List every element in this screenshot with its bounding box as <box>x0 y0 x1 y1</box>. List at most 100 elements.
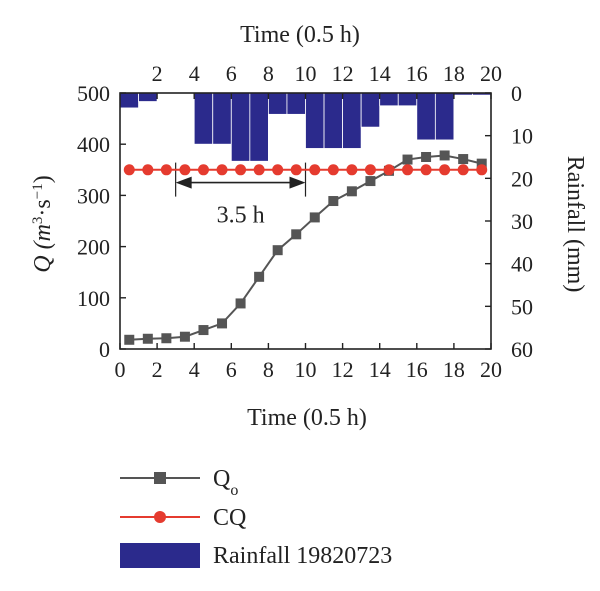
right-axis-label: Rainfall (mm) <box>562 156 588 293</box>
y-right-tick-label: 50 <box>511 294 533 319</box>
x-tick-label-top: 20 <box>480 61 502 86</box>
series-point-cq <box>142 164 154 176</box>
series-lines <box>123 150 488 345</box>
x-tick-label-top: 6 <box>226 61 237 86</box>
x-tick-label-top: 18 <box>443 61 465 86</box>
series-point-cq <box>476 164 488 176</box>
svg-text:Rainfall 19820723: Rainfall 19820723 <box>213 543 392 569</box>
series-point-cq <box>420 164 432 176</box>
x-tick-label-bottom: 14 <box>369 357 391 382</box>
y-left-tick-label: 0 <box>99 337 110 362</box>
axis-ticks: 0 2 4 6 8 10 12 14 16 18 202 4 6 8 10 12 14 16 18 200100200… <box>77 61 533 382</box>
rainfall-bar <box>119 92 139 109</box>
series-point-qo <box>328 196 339 207</box>
x-tick-label-bottom: 12 <box>332 357 354 382</box>
x-tick-label-bottom: 6 <box>226 357 237 382</box>
series-point-cq <box>197 164 209 176</box>
x-tick-label-top: 10 <box>295 61 317 86</box>
y-right-tick-label: 20 <box>511 166 533 191</box>
series-point-cq <box>327 164 339 176</box>
annotation-arrowhead-left <box>175 176 192 189</box>
rainfall-bar <box>286 92 306 115</box>
series-point-qo <box>402 154 413 165</box>
x-tick-label-bottom: 8 <box>263 357 274 382</box>
rainfall-bars <box>119 92 492 162</box>
series-point-cq <box>383 164 395 176</box>
rainfall-bar <box>212 92 232 145</box>
series-point-cq <box>272 164 284 176</box>
x-tick-label-top: 12 <box>332 61 354 86</box>
x-tick-label-bottom: 20 <box>480 357 502 382</box>
svg-text:Qo: Qo <box>213 466 238 499</box>
y-right-tick-label: 40 <box>511 252 533 277</box>
series-point-qo <box>346 186 357 197</box>
series-point-cq <box>402 164 414 176</box>
series-point-cq <box>123 164 135 176</box>
series-point-cq <box>179 164 191 176</box>
y-left-tick-label: 100 <box>77 286 110 311</box>
rainfall-bar <box>230 92 251 162</box>
series-point-qo <box>254 271 265 282</box>
rainfall-bar <box>397 92 418 107</box>
series-point-qo <box>458 154 469 165</box>
x-tick-label-bottom: 4 <box>189 357 200 382</box>
series-point-qo <box>142 333 153 344</box>
legend-item-rainfall: Rainfall 19820723 <box>120 543 392 569</box>
x-tick-label-bottom: 18 <box>443 357 465 382</box>
bottom-axis-label: Time (0.5 h) <box>247 405 367 431</box>
series-point-qo <box>161 333 172 344</box>
y-right-tick-label: 0 <box>511 81 522 106</box>
series-point-cq <box>160 164 172 176</box>
left-axis-label: Q (m3·s−1) <box>30 175 56 272</box>
y-right-tick-label: 10 <box>511 124 533 149</box>
legend-item-cq: CQ <box>120 505 246 531</box>
series-point-qo <box>179 331 190 342</box>
series-point-cq <box>216 164 228 176</box>
x-tick-label-bottom: 2 <box>152 357 163 382</box>
series-point-cq <box>290 164 302 176</box>
rainfall-bar <box>193 92 214 145</box>
y-left-tick-label: 500 <box>77 81 110 106</box>
legend-item-qo: Qo <box>120 466 238 499</box>
y-left-tick-label: 300 <box>77 183 110 208</box>
y-left-tick-label: 200 <box>77 235 110 260</box>
series-point-qo <box>198 325 209 336</box>
series-point-qo <box>476 158 487 169</box>
top-axis-label: Time (0.5 h) <box>240 22 360 48</box>
y-right-tick-label: 60 <box>511 337 533 362</box>
series-point-qo <box>217 318 228 329</box>
x-tick-label-top: 8 <box>263 61 274 86</box>
x-tick-label-bottom: 16 <box>406 357 428 382</box>
y-right-tick-label: 30 <box>511 209 533 234</box>
rainfall-bar <box>267 92 288 115</box>
series-point-qo <box>272 245 283 256</box>
rainfall-bar <box>416 92 436 141</box>
x-tick-label-top: 2 <box>152 61 163 86</box>
rainfall-bar <box>342 92 362 149</box>
x-tick-label-bottom: 0 <box>115 357 126 382</box>
rainfall-bar <box>434 92 455 141</box>
series-point-qo <box>439 150 450 161</box>
series-point-qo <box>291 229 302 240</box>
series-point-qo <box>309 212 320 223</box>
x-tick-label-top: 16 <box>406 61 428 86</box>
series-point-cq <box>309 164 321 176</box>
series-point-qo <box>421 152 432 162</box>
annotation-label: 3.5 h <box>217 203 265 229</box>
series-point-cq <box>235 164 247 176</box>
series-point-qo <box>124 334 135 345</box>
x-tick-label-top: 4 <box>189 61 200 86</box>
series-point-cq <box>253 164 265 176</box>
series-point-qo <box>235 298 246 309</box>
rainfall-bar <box>323 92 343 149</box>
x-tick-label-bottom: 10 <box>295 357 317 382</box>
series-point-cq <box>364 164 376 176</box>
rainfall-bar <box>249 92 269 162</box>
series-point-cq <box>346 164 358 176</box>
series-point-cq <box>457 164 469 176</box>
x-tick-label-top: 14 <box>369 61 391 86</box>
rainfall-bar <box>138 92 158 102</box>
lag-annotation: 3.5 h <box>175 162 307 229</box>
series-point-cq <box>439 164 451 176</box>
rainfall-bar <box>379 92 399 107</box>
